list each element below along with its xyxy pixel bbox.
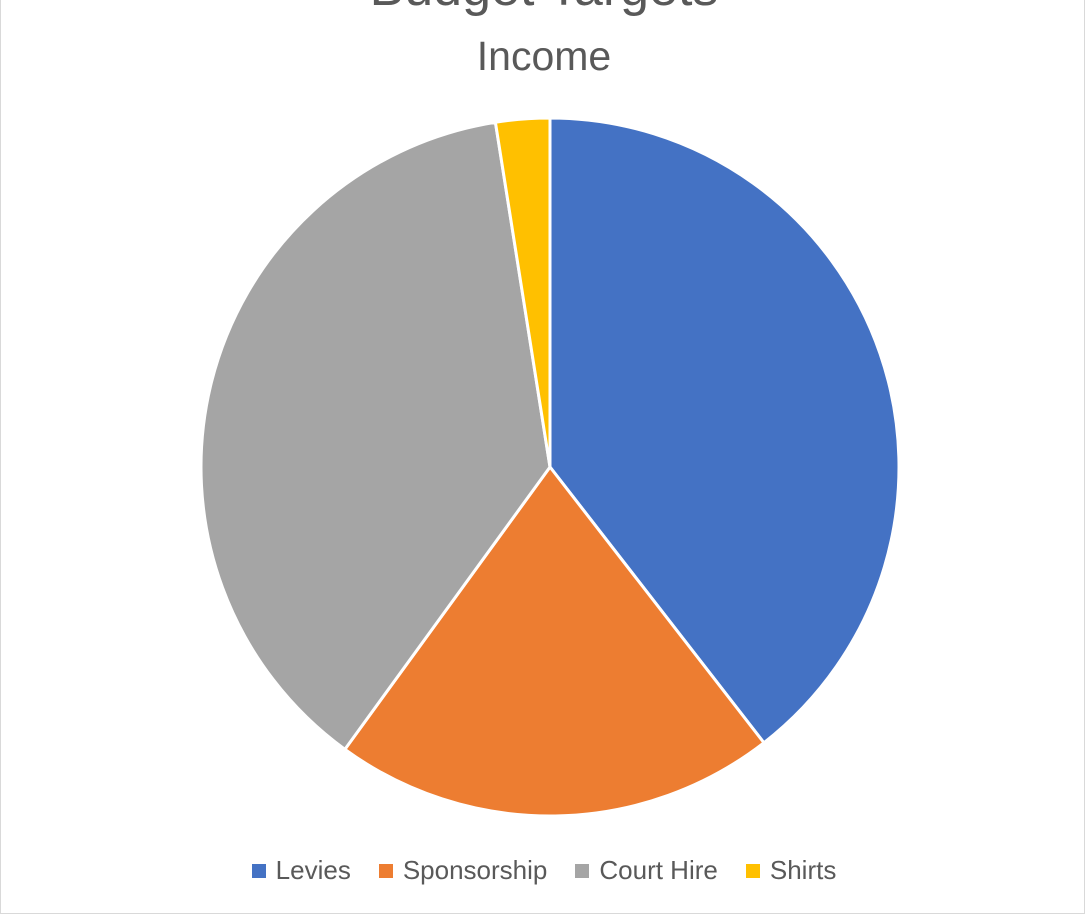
legend-label: Shirts	[769, 855, 837, 885]
clipped-heading: Budget Targets	[1, 0, 1084, 14]
legend-item-levies: Levies	[251, 855, 351, 886]
pie-slice-sponsorship	[343, 465, 766, 818]
legend-item-sponsorship: Sponsorship	[378, 855, 548, 886]
legend-swatch	[251, 863, 266, 878]
legend-swatch	[378, 863, 393, 878]
legend: Levies Sponsorship Court Hire Shirts	[1, 855, 1084, 886]
legend-label: Levies	[275, 855, 351, 885]
pie-slice-court-hire	[199, 120, 552, 751]
legend-swatch	[745, 863, 760, 878]
pie-slice-shirts	[493, 116, 552, 469]
legend-label: Sponsorship	[402, 855, 548, 885]
legend-item-court-hire: Court Hire	[575, 855, 718, 886]
legend-swatch	[575, 863, 590, 878]
legend-label: Court Hire	[599, 855, 718, 885]
pie-slices	[199, 116, 901, 818]
chart-title: Income	[476, 33, 612, 79]
legend-item-shirts: Shirts	[745, 855, 837, 886]
pie-slice-levies	[548, 116, 901, 745]
